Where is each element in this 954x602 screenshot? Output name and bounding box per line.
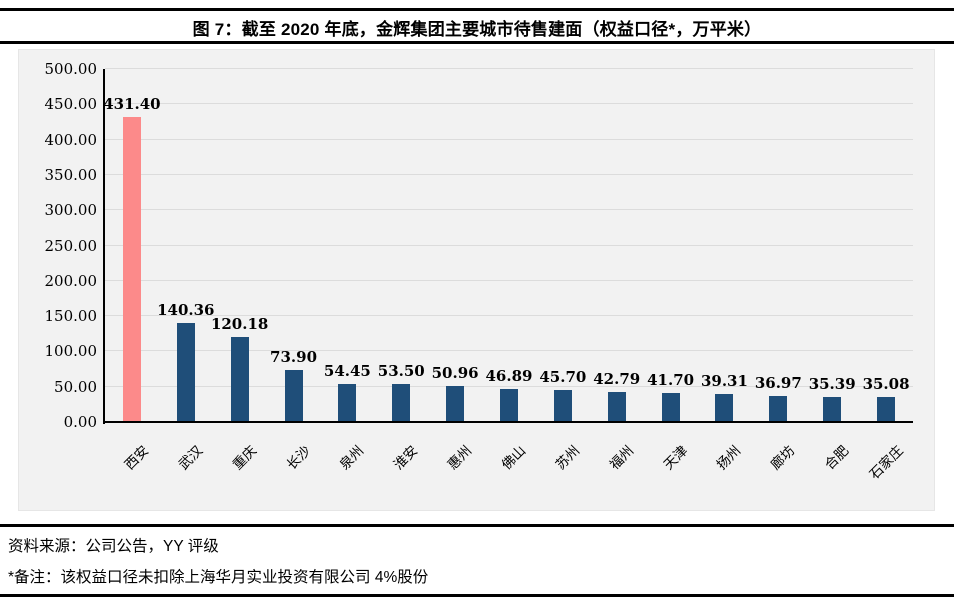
chart-bar-12 — [769, 395, 788, 422]
x-axis-tick-label: 惠州 — [444, 442, 475, 473]
top-divider — [0, 8, 954, 11]
gridline — [105, 315, 913, 317]
x-axis-tick-label: 扬州 — [714, 442, 744, 473]
bar-value-label: 431.40 — [103, 95, 161, 114]
bar-value-label: 120.18 — [210, 315, 269, 334]
y-axis-tick-label: 100.00 — [44, 342, 98, 361]
x-axis — [103, 421, 913, 423]
gridline — [105, 173, 913, 175]
y-axis-tick-label: 400.00 — [44, 130, 98, 149]
y-axis-tick-label: 200.00 — [44, 271, 98, 290]
chart-area: 0.00 50.00 100.00 150.00 200.00 250.00 300.00 3… — [18, 49, 935, 511]
y-axis-tick-label: 450.00 — [44, 95, 98, 114]
gridline — [105, 244, 913, 246]
bar-value-label: 54.45 — [323, 361, 371, 380]
bar-value-label: 45.70 — [539, 367, 587, 386]
gridline — [105, 138, 913, 140]
x-axis-tick-label: 合肥 — [821, 442, 852, 473]
gridline — [105, 350, 913, 352]
chart-bar-1 — [176, 322, 195, 422]
note-text: *备注：该权益口径未扣除上海华月实业投资有限公司 4%股份 — [8, 569, 429, 586]
y-axis-tick-label: 300.00 — [44, 201, 98, 220]
y-axis-tick-label: 150.00 — [44, 307, 98, 326]
bar-value-label: 42.79 — [593, 369, 641, 388]
x-axis-tick-label: 淮安 — [391, 442, 421, 473]
bar-value-label: 73.90 — [270, 347, 318, 366]
bar-value-label: 41.70 — [647, 370, 695, 389]
y-axis — [103, 69, 105, 424]
figure-title: 图 7：截至 2020 年底，金辉集团主要城市待售建面（权益口径*，万平米） — [192, 20, 762, 39]
chart-bar-3 — [284, 369, 303, 422]
chart-bar-6 — [446, 386, 465, 422]
bar-value-label: 36.97 — [754, 373, 802, 392]
x-axis-tick-label: 天津 — [660, 442, 691, 473]
chart-bar-8 — [553, 389, 572, 422]
source-divider — [0, 524, 954, 527]
x-axis-tick-label: 泉州 — [337, 442, 367, 473]
bar-value-label: 140.36 — [157, 300, 215, 319]
chart-bar-7 — [500, 388, 518, 422]
bar-value-label: 46.89 — [485, 366, 533, 385]
chart-bar-14 — [877, 397, 896, 422]
y-axis-tick-label: 350.00 — [44, 165, 98, 184]
chart-bar-5 — [392, 384, 411, 422]
gridline — [105, 385, 913, 387]
x-axis-tick-label: 福州 — [606, 442, 637, 473]
chart-bar-10 — [661, 392, 680, 422]
chart-bar-4 — [338, 383, 357, 422]
gridline — [105, 279, 913, 281]
x-axis-tick-label: 西安 — [121, 442, 152, 473]
y-axis-tick-label: 0.00 — [63, 413, 97, 431]
y-axis-tick-label: 250.00 — [44, 236, 98, 255]
x-axis-tick-label: 长沙 — [283, 442, 313, 473]
chart-bar-2 — [230, 337, 249, 422]
bottom-divider — [0, 594, 954, 597]
chart-bar-11 — [715, 394, 734, 422]
x-axis-tick-label: 重庆 — [229, 442, 260, 473]
bar-value-label: 50.96 — [431, 364, 479, 383]
chart-bar-13 — [823, 397, 842, 422]
x-axis-tick-label: 石家庄 — [866, 442, 906, 483]
chart-bar-9 — [607, 391, 626, 422]
bar-value-label: 35.08 — [862, 375, 910, 394]
source-text: 资料来源：公司公告，YY 评级 — [8, 538, 219, 555]
chart-bar-0 — [122, 117, 141, 422]
bar-value-label: 39.31 — [700, 372, 748, 391]
x-axis-tick-label: 佛山 — [498, 442, 529, 473]
bar-value-label: 53.50 — [377, 362, 425, 381]
title-divider — [0, 41, 954, 44]
x-axis-tick-label: 苏州 — [552, 442, 583, 473]
gridline — [105, 103, 913, 105]
x-axis-tick-label: 廊坊 — [768, 442, 798, 473]
y-axis-tick-label: 50.00 — [54, 377, 97, 396]
y-axis-tick-label: 500.00 — [44, 60, 98, 78]
gridline — [105, 209, 913, 211]
x-axis-tick-label: 武汉 — [175, 442, 206, 473]
bar-value-label: 35.39 — [808, 375, 856, 393]
gridline — [105, 68, 913, 69]
